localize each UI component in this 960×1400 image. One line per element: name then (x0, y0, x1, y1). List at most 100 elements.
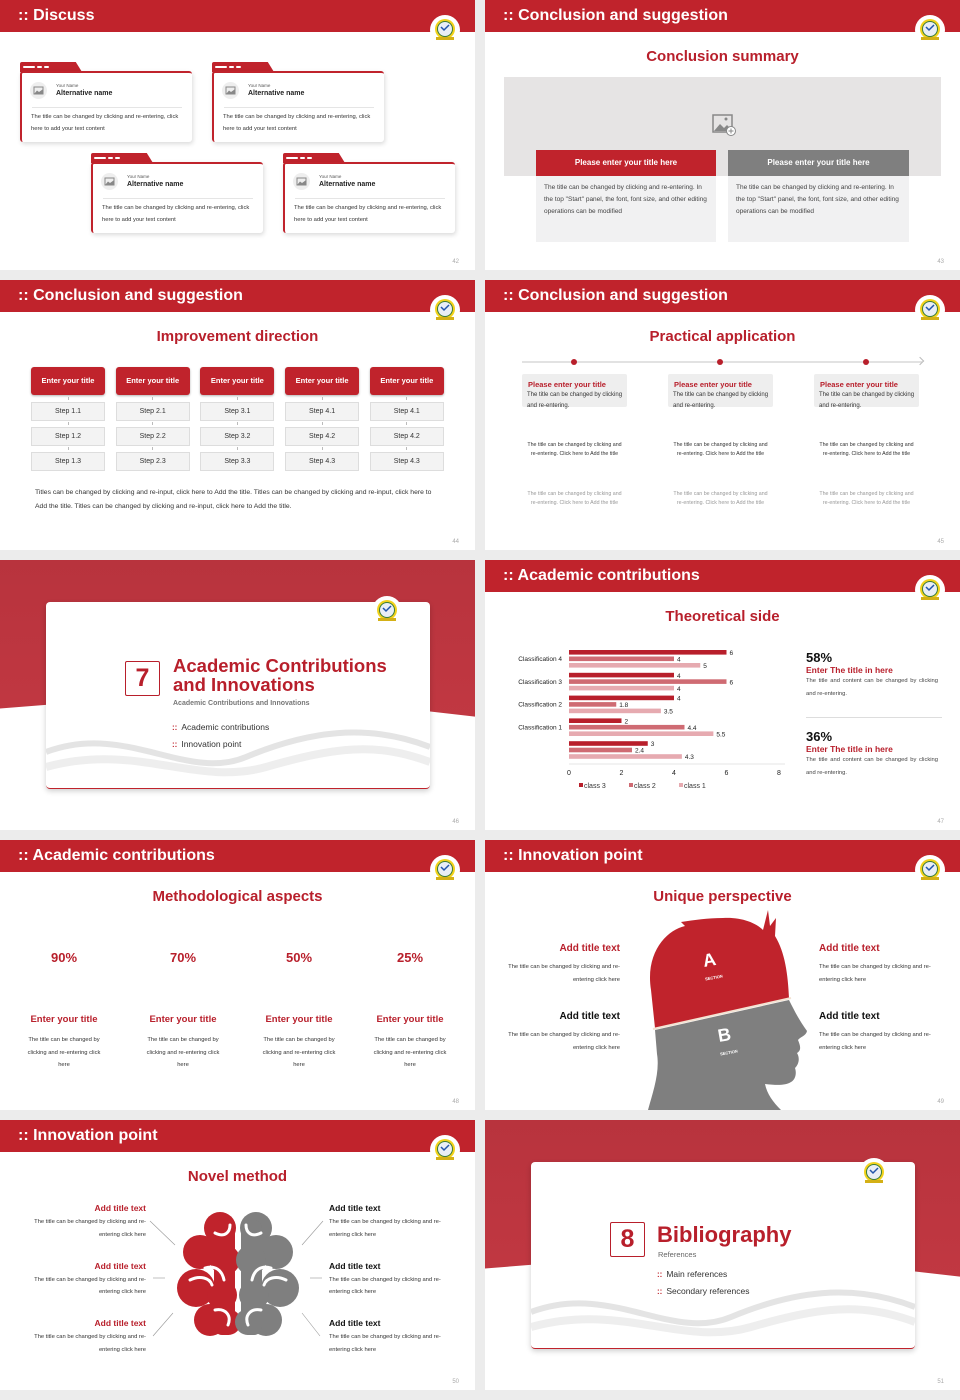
x-tick-label: 0 (567, 770, 571, 777)
step-box[interactable]: Step 4.3 (369, 452, 444, 471)
slide-50[interactable]: :: Innovation point Novel method Add tit… (0, 1120, 475, 1390)
item-text: The title can be changed by clicking and… (329, 1276, 441, 1296)
item-title: Add title text (819, 943, 880, 954)
alternative-name: Alternative name (127, 181, 184, 188)
slide-47[interactable]: :: Academic contributions Theoretical si… (485, 560, 960, 830)
slide-49[interactable]: :: Innovation point Unique perspective A… (485, 840, 960, 1110)
header-text: Innovation point (518, 847, 643, 864)
step-box[interactable]: Step 3.3 (200, 452, 275, 471)
page-number: 44 (452, 539, 459, 545)
bar-chart: Classification 4 6 4 5 Classification 3 4 6 4 Cl… (518, 650, 785, 790)
step-connector (67, 447, 69, 450)
item-text: The title can be changed by clicking and… (34, 1219, 146, 1238)
name-label: Your Name (56, 83, 79, 88)
box-title: Please enter your title (528, 380, 606, 389)
header-text: Conclusion and suggestion (518, 7, 728, 24)
bar-class-1 (569, 708, 661, 714)
header-text: Discuss (33, 7, 95, 24)
step-box[interactable]: Step 1.3 (31, 452, 105, 471)
step-box[interactable]: Step 4.3 (285, 452, 360, 471)
x-tick-label: 8 (777, 770, 781, 777)
step-box[interactable]: Step 2.1 (115, 402, 190, 421)
slide-header-title: :: Conclusion and suggestion (503, 7, 728, 24)
bullet-item[interactable]: :: Main references (657, 1269, 727, 1279)
step-connector (406, 447, 408, 450)
item-title: Add title text (94, 1318, 146, 1328)
legend-swatch (629, 783, 633, 787)
slide-42[interactable]: :: Discuss Your Name Alternative name The … (0, 0, 475, 270)
avatar (101, 173, 118, 190)
bar-class-3 (569, 695, 674, 701)
card-text: The title can be changed by clicking and… (31, 114, 179, 132)
step-connector (321, 397, 323, 400)
slide-44[interactable]: :: Conclusion and suggestion Improvement… (0, 280, 475, 550)
item-text: The title can be changed by clicking and… (819, 964, 931, 983)
bullet-icon: :: (657, 1270, 663, 1279)
title-box[interactable]: Please enter your title The title can be … (814, 374, 919, 409)
slide-46[interactable]: 7 Academic Contributions and Innovations… (0, 560, 475, 830)
data-label: 4.4 (688, 725, 697, 732)
slide-title: Methodological aspects (152, 888, 323, 905)
step-box[interactable]: Step 2.3 (115, 452, 190, 471)
step-box[interactable]: Step 3.2 (200, 427, 275, 446)
card-tab (91, 153, 153, 163)
ring-title: Enter your title (376, 1014, 444, 1025)
ring-title: Enter your title (30, 1014, 98, 1025)
ring-percent: 25% (396, 950, 424, 965)
bar-class-2 (569, 679, 727, 684)
bar-class-1 (569, 685, 674, 691)
slide-title: Improvement direction (156, 328, 319, 345)
bullet-text: Innovation point (181, 739, 242, 749)
slide-43[interactable]: :: Conclusion and suggestion Conclusion … (485, 0, 960, 270)
category-label: Classification 4 (518, 656, 562, 663)
legend-label: class 1 (684, 783, 706, 790)
slide-header: :: Conclusion and suggestion (485, 280, 960, 312)
name-label: Your Name (248, 83, 271, 88)
bullet-item[interactable]: :: Secondary references (657, 1286, 750, 1296)
slide-header-title: :: Innovation point (18, 1127, 158, 1144)
slide-header: :: Conclusion and suggestion (485, 0, 960, 32)
step-box[interactable]: Step 1.2 (31, 427, 105, 446)
data-label: 4 (677, 686, 681, 693)
slide-48[interactable]: :: Academic contributions Methodological… (0, 840, 475, 1110)
profile-card[interactable]: Your Name Alternative name The title can b… (283, 153, 455, 233)
profile-card[interactable]: Your Name Alternative name The title can b… (20, 62, 192, 142)
brain-right-hemisphere (235, 1212, 299, 1336)
university-logo (430, 15, 460, 45)
profile-card[interactable]: Your Name Alternative name The title can b… (212, 62, 384, 142)
head-section-a (649, 910, 789, 1028)
page-number: 45 (937, 539, 944, 545)
connector-lines (149, 1220, 324, 1337)
avatar (293, 173, 310, 190)
item-text: The title can be changed by clicking and… (34, 1334, 146, 1353)
step-box[interactable]: Step 4.2 (369, 427, 444, 446)
card-tab (20, 62, 82, 72)
step-box[interactable]: Step 4.1 (369, 402, 444, 421)
image-icon (104, 177, 115, 186)
bullet-item[interactable]: :: Innovation point (172, 739, 241, 749)
card-body: Your Name Alternative name The title can b… (283, 162, 455, 233)
step-box[interactable]: Step 3.1 (200, 402, 275, 421)
bullet-icon: :: (172, 740, 178, 749)
avatar (222, 82, 239, 99)
bullet-item[interactable]: :: Academic contributions (172, 722, 269, 732)
step-box[interactable]: Step 4.1 (285, 402, 360, 421)
step-box[interactable]: Step 1.1 (31, 402, 105, 421)
card-text: The title can be changed by clicking and… (102, 205, 250, 223)
data-label: 4.3 (685, 754, 694, 761)
column-title: Enter your title (31, 367, 105, 395)
header-text: Academic contributions (32, 847, 215, 864)
title-box[interactable]: Please enter your title The title can be … (668, 374, 773, 409)
profile-card[interactable]: Your Name Alternative name The title can b… (91, 153, 263, 233)
step-box[interactable]: Step 4.2 (285, 427, 360, 446)
timeline-dot (717, 359, 723, 365)
alternative-name: Alternative name (248, 90, 305, 97)
box-title-red: Please enter your title here (536, 150, 716, 176)
title-box[interactable]: Please enter your title The title can be … (522, 374, 627, 409)
box-text: The title can be changed by clicking and… (819, 392, 915, 409)
step-text: The title can be changed by clicking and… (673, 491, 768, 507)
step-box[interactable]: Step 2.2 (115, 427, 190, 446)
header-text: Conclusion and suggestion (33, 287, 243, 304)
slide-51[interactable]: 8 Bibliography References :: Main referen… (485, 1120, 960, 1390)
slide-45[interactable]: :: Conclusion and suggestion Practical a… (485, 280, 960, 550)
